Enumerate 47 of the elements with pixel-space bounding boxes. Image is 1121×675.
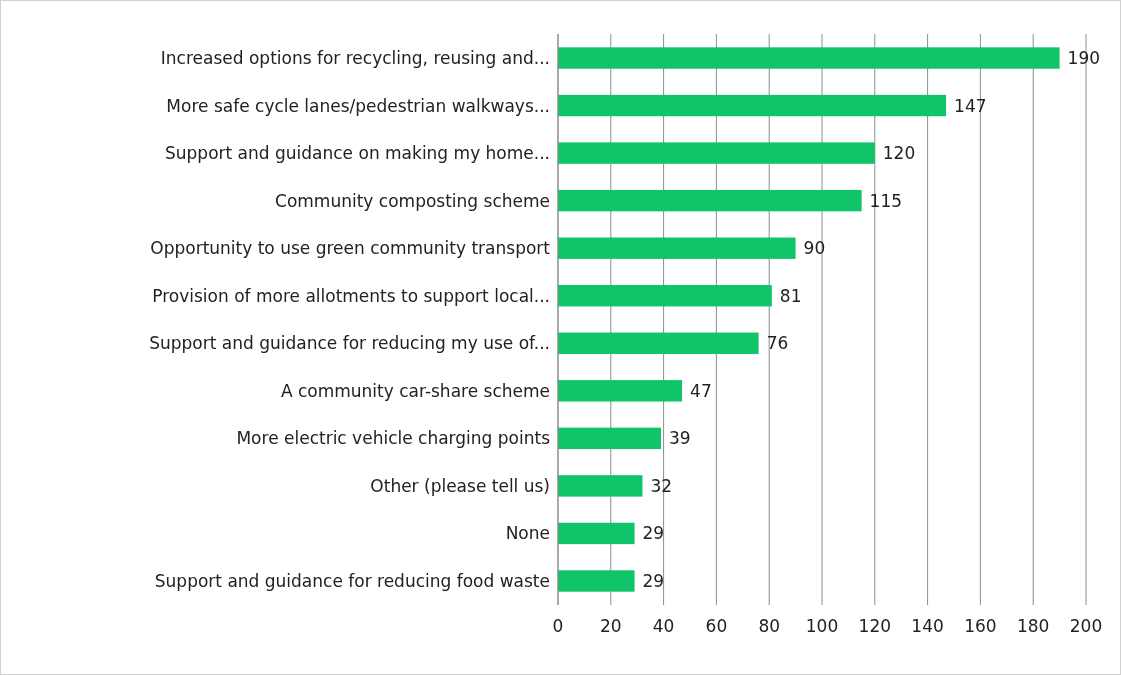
bar	[558, 427, 661, 450]
y-tick-label: Increased options for recycling, reusing and...	[160, 47, 550, 68]
x-tick-label: 200	[1069, 616, 1103, 636]
data-label: 47	[690, 380, 712, 401]
x-tick-label: 0	[552, 616, 564, 636]
y-tick-label: A community car-share scheme	[280, 380, 550, 401]
data-label: 115	[869, 190, 903, 211]
y-tick-label: Provision of more allotments to support local...	[152, 285, 550, 306]
data-label: 190	[1067, 47, 1101, 68]
y-tick-label: More safe cycle lanes/pedestrian walkways...	[166, 95, 550, 116]
y-tick-label: Other (please tell us)	[370, 475, 550, 496]
bar	[558, 475, 643, 497]
bar	[558, 142, 875, 164]
x-tick-label: 60	[705, 616, 728, 636]
bar	[558, 285, 772, 307]
x-tick-label: 20	[599, 616, 622, 636]
y-tick-label: Support and guidance for reducing my use of...	[149, 333, 550, 354]
bar	[558, 380, 683, 402]
x-tick-label: 80	[758, 616, 781, 636]
data-label: 29	[642, 523, 665, 544]
x-tick-label: 100	[805, 616, 839, 636]
x-tick-label: 160	[964, 616, 997, 636]
bar	[558, 237, 796, 259]
x-tick-label: 120	[858, 616, 892, 636]
data-label: 120	[882, 143, 916, 164]
bar	[558, 94, 947, 117]
y-tick-label: Support and guidance for reducing food waste	[154, 570, 550, 591]
y-tick-label: Support and guidance on making my home...	[165, 143, 550, 164]
bar	[558, 47, 1060, 69]
data-label: 32	[650, 475, 673, 496]
bar	[558, 332, 759, 354]
data-label: 90	[803, 238, 826, 259]
data-label: 29	[642, 570, 665, 591]
data-label: 147	[954, 95, 987, 116]
data-label: 39	[668, 428, 691, 449]
bar	[558, 189, 862, 212]
data-label: 81	[779, 285, 802, 306]
x-tick-label: 180	[1016, 616, 1050, 636]
x-tick-label: 140	[911, 616, 944, 636]
bar	[558, 570, 635, 592]
bar	[558, 522, 635, 545]
y-tick-label: None	[505, 523, 550, 544]
x-tick-label: 40	[652, 616, 675, 636]
y-tick-label: Community composting scheme	[275, 190, 550, 211]
y-tick-label: Opportunity to use green community transport	[150, 238, 551, 259]
data-label: 76	[766, 333, 789, 354]
y-tick-label: More electric vehicle charging points	[236, 428, 551, 449]
